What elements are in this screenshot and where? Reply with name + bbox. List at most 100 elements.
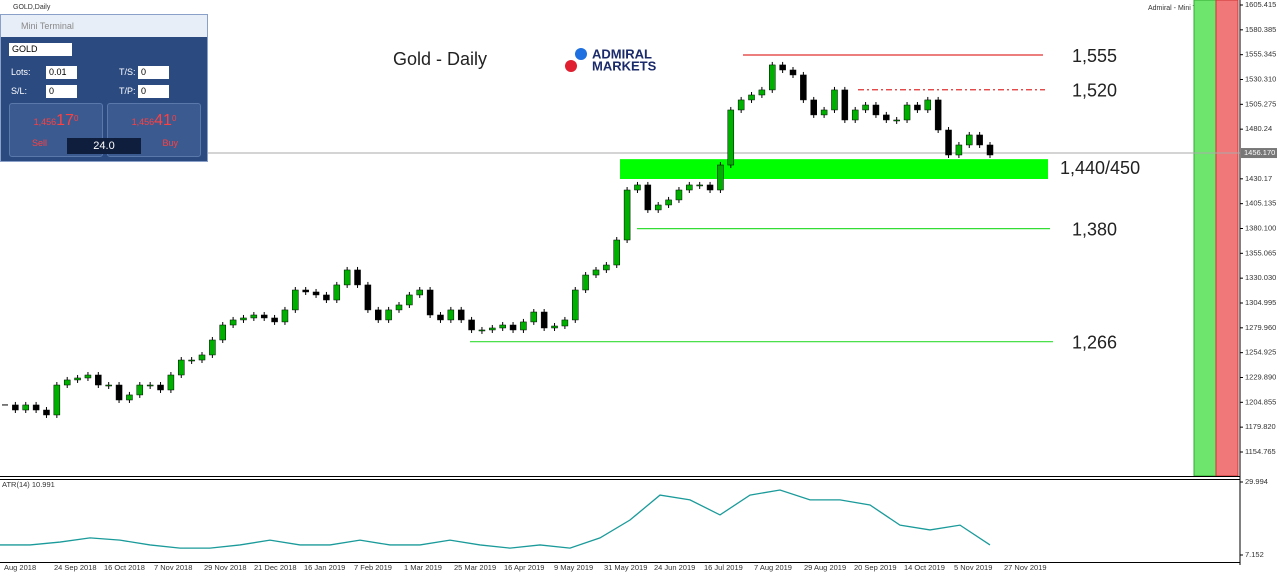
x-tick-label: 7 Nov 2018 [154, 563, 192, 572]
x-tick-label: 14 Oct 2019 [904, 563, 945, 572]
y-tick-label: 1204.855 [1245, 397, 1276, 406]
candle [530, 311, 538, 323]
y-tick-label: 1530.310 [1245, 74, 1276, 83]
candle [105, 384, 112, 387]
candle [385, 309, 392, 321]
label: Lots: [11, 67, 31, 77]
level-label: 1,380 [1072, 219, 1117, 239]
candle [468, 319, 475, 331]
candle [426, 289, 434, 316]
y-tick-label: 29.994 [1245, 477, 1268, 486]
candle [934, 99, 942, 131]
x-tick-label: Aug 2018 [4, 563, 36, 572]
candle [375, 309, 382, 321]
candle [323, 294, 330, 301]
candle [489, 327, 496, 331]
x-tick-label: 7 Aug 2019 [754, 563, 792, 572]
x-tick-label: 16 Oct 2018 [104, 563, 145, 572]
candle [178, 359, 185, 376]
candle [437, 314, 444, 321]
candle [561, 319, 569, 327]
candle [623, 189, 631, 241]
x-tick-label: 21 Dec 2018 [254, 563, 297, 572]
candle [779, 64, 786, 71]
symbol[interactable]: GOLD [9, 43, 72, 56]
candle [146, 384, 154, 387]
candle [209, 339, 216, 356]
y-tick-label: 1330.030 [1245, 273, 1276, 282]
label: Buy [162, 138, 178, 148]
x-tick-label: 16 Jan 2019 [304, 563, 345, 572]
y-tick-label: 1229.890 [1245, 372, 1276, 381]
candle [644, 184, 652, 211]
level-label: 1,555 [1072, 46, 1117, 66]
candle [800, 74, 807, 101]
candle [540, 311, 548, 329]
candle [665, 199, 672, 206]
candle [395, 304, 403, 311]
candle [831, 89, 838, 111]
y-tick-label: 1580.385 [1245, 25, 1276, 34]
label: T/P: [119, 86, 136, 96]
candle [260, 314, 268, 319]
x-tick-label: 29 Nov 2018 [204, 563, 247, 572]
mini-terminal: Mini Terminal GOLD Lots: 0.01 T/S: 0 S/L… [0, 14, 208, 162]
candle [12, 404, 19, 411]
candle [551, 325, 558, 329]
chart-title: Gold - Daily [393, 49, 487, 69]
level-label: 1,520 [1072, 80, 1117, 100]
input[interactable]: 0 [138, 66, 169, 79]
y-tick-label: 1355.065 [1245, 248, 1276, 257]
y-tick-label: 1555.345 [1245, 50, 1276, 59]
candle [302, 289, 309, 293]
candle [416, 289, 423, 296]
x-tick-label: 25 Mar 2019 [454, 563, 496, 572]
input[interactable]: 0 [138, 85, 169, 98]
candle [32, 404, 40, 411]
candle [603, 264, 610, 271]
x-tick-label: 24 Sep 2018 [54, 563, 97, 572]
sell-bar [1215, 0, 1239, 477]
candle [312, 291, 320, 296]
candle [758, 89, 766, 96]
candle [727, 109, 735, 166]
y-tick-label: 1304.995 [1245, 298, 1276, 307]
candle [229, 319, 237, 326]
y-tick-label: 1480.24 [1245, 124, 1272, 133]
candle [966, 134, 973, 146]
candle [509, 324, 517, 331]
x-tick-label: 16 Apr 2019 [504, 563, 544, 572]
logo: ADMIRAL [592, 46, 652, 61]
candle [198, 354, 206, 361]
y-tick-label: 1179.820 [1245, 422, 1276, 431]
candle [157, 384, 164, 391]
input[interactable]: 0.01 [46, 66, 77, 79]
zone [620, 159, 1048, 179]
price: 17 [56, 112, 74, 129]
candle [872, 104, 880, 116]
candle [95, 374, 102, 386]
candle [343, 269, 351, 286]
label: T/S: [119, 67, 136, 77]
y-tick-label: 1279.960 [1245, 323, 1276, 332]
price-box [1241, 148, 1277, 159]
x-tick-label: 16 Jul 2019 [704, 563, 743, 572]
spread: 24.0 [67, 138, 141, 154]
x-tick-label: 1 Mar 2019 [404, 563, 442, 572]
candle [271, 317, 278, 323]
candle [167, 374, 175, 391]
input[interactable]: 0 [46, 85, 77, 98]
candle [986, 144, 994, 156]
mini-title: Mini Terminal [1, 15, 207, 37]
candle [706, 184, 714, 191]
y-tick-label: 7.152 [1245, 550, 1264, 559]
window-title: GOLD,Daily [13, 4, 51, 11]
candle [84, 374, 92, 379]
candle [250, 314, 258, 319]
candle [748, 94, 755, 101]
candle [613, 239, 620, 266]
candle [883, 114, 890, 121]
atr-label: ATR(14) 10.991 [2, 480, 55, 489]
x-tick-label: 24 Jun 2019 [654, 563, 695, 572]
